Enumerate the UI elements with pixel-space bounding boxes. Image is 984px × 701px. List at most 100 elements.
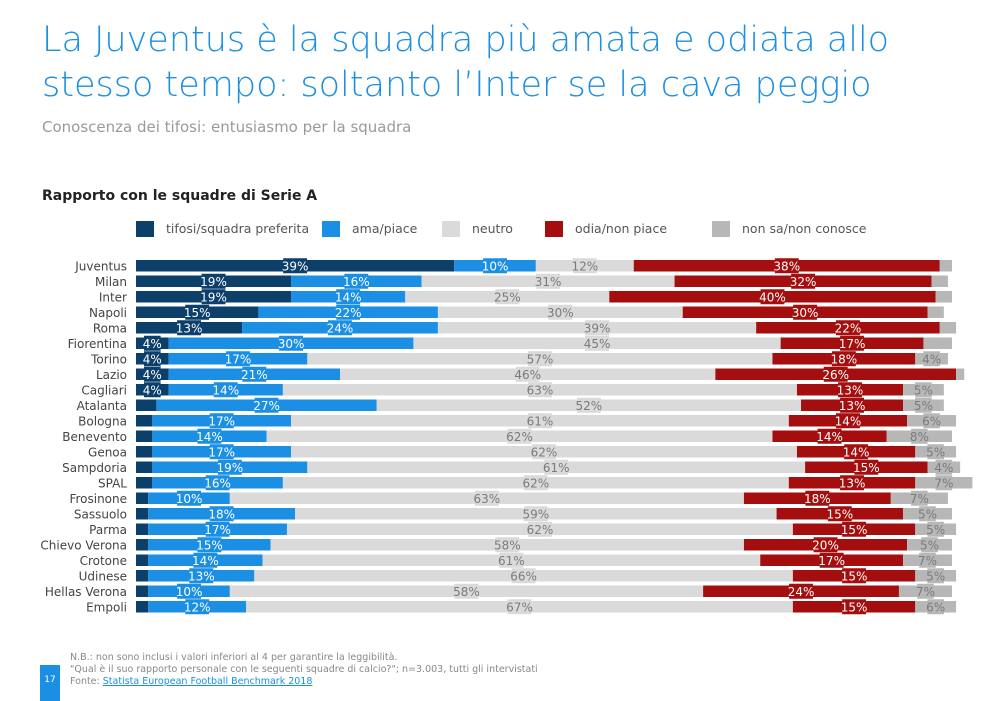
data-label-bg-fiorentina-neutro: [585, 335, 609, 351]
data-label-bg-hellas-verona-neutro: [454, 583, 479, 599]
data-label-sassuolo-odia-non-piace: 15%: [826, 507, 853, 521]
category-label-chievo-verona: Chievo Verona: [40, 538, 127, 552]
data-label-atalanta-non-sa-non-conosce: 5%: [914, 399, 933, 413]
data-label-bg-fiorentina-ama-piace: [279, 335, 303, 351]
data-label-spal-ama-piace: 16%: [204, 476, 231, 490]
data-label-bg-roma-ama-piace: [328, 320, 352, 336]
data-label-udinese-odia-non-piace: 15%: [841, 569, 868, 583]
data-label-bologna-ama-piace: 17%: [208, 414, 235, 428]
category-label-roma: Roma: [93, 321, 127, 335]
data-label-frosinone-non-sa-non-conosce: 7%: [910, 492, 929, 506]
data-label-bg-benevento-neutro: [507, 428, 532, 444]
data-label-torino-odia-non-piace: 18%: [831, 352, 858, 366]
data-label-frosinone-odia-non-piace: 18%: [804, 492, 831, 506]
bar-segment-crotone-tifosi-squadra-preferita: [136, 554, 149, 566]
data-label-crotone-odia-non-piace: 17%: [818, 554, 845, 568]
data-label-atalanta-ama-piace: 27%: [253, 399, 280, 413]
category-label-atalanta: Atalanta: [77, 399, 127, 413]
data-label-lazio-tifosi-squadra-preferita: 4%: [143, 368, 162, 382]
data-label-bg-benevento-odia-non-piace: [817, 428, 842, 444]
data-label-bg-frosinone-odia-non-piace: [805, 490, 830, 506]
data-label-sampdoria-odia-non-piace: 15%: [853, 461, 880, 475]
data-label-frosinone-ama-piace: 10%: [176, 492, 203, 506]
data-label-crotone-ama-piace: 14%: [192, 554, 219, 568]
data-label-hellas-verona-neutro: 58%: [453, 585, 480, 599]
data-label-empoli-ama-piace: 12%: [184, 600, 211, 614]
data-label-bg-atalanta-non-sa-non-conosce: [915, 397, 932, 413]
footer: N.B.: non sono inclusi i valori inferior…: [70, 652, 538, 688]
bar-segment-genoa-tifosi-squadra-preferita: [136, 446, 153, 458]
data-label-hellas-verona-ama-piace: 10%: [176, 585, 203, 599]
source-link[interactable]: Statista European Football Benchmark 201…: [102, 676, 313, 687]
data-label-bg-lazio-ama-piace: [242, 366, 267, 382]
bar-segment-milan-non-sa-non-conosce: [931, 275, 948, 287]
legend-swatch-neutro: [442, 221, 460, 237]
legend-swatch-tifosi: [136, 221, 154, 237]
data-label-bg-empoli-odia-non-piace: [842, 599, 867, 615]
stacked-bar-chart: Juventus 39% 10% 12% 38%Milan 19% 16% 31% 32%Int…: [40, 258, 973, 615]
data-label-bg-milan-neutro: [536, 273, 561, 289]
data-label-bg-crotone-odia-non-piace: [819, 552, 844, 568]
data-label-bg-torino-ama-piace: [226, 351, 250, 367]
legend-swatch-nonsa: [712, 221, 730, 237]
data-label-genoa-neutro: 62%: [531, 445, 558, 459]
bar-segment-frosinone-tifosi-squadra-preferita: [136, 492, 149, 504]
data-label-roma-odia-non-piace: 22%: [835, 321, 862, 335]
legend-label-neutro: neutro: [472, 221, 513, 236]
data-label-bg-sampdoria-neutro: [544, 459, 569, 475]
data-label-bg-spal-odia-non-piace: [840, 475, 864, 491]
data-label-bg-sampdoria-odia-non-piace: [854, 459, 879, 475]
data-label-napoli-ama-piace: 22%: [335, 306, 362, 320]
data-label-bg-chievo-verona-neutro: [495, 537, 520, 553]
bar-segment-napoli-non-sa-non-conosce: [927, 306, 944, 318]
data-label-bg-chievo-verona-ama-piace: [197, 537, 222, 553]
data-label-bg-bologna-ama-piace: [209, 413, 234, 429]
data-label-bg-sassuolo-odia-non-piace: [827, 506, 852, 522]
data-label-inter-neutro: 25%: [494, 290, 521, 304]
data-label-parma-odia-non-piace: 15%: [841, 523, 868, 537]
data-label-bg-torino-non-sa-non-conosce: [923, 351, 940, 367]
bar-segment-fiorentina-non-sa-non-conosce: [923, 337, 952, 349]
data-label-bg-crotone-non-sa-non-conosce: [919, 552, 936, 568]
data-label-juventus-odia-non-piace: 38%: [773, 259, 800, 273]
category-label-sassuolo: Sassuolo: [74, 507, 127, 521]
data-label-benevento-ama-piace: 14%: [196, 430, 223, 444]
data-label-chievo-verona-neutro: 58%: [494, 538, 521, 552]
bar-segment-sassuolo-tifosi-squadra-preferita: [136, 508, 149, 520]
category-label-bologna: Bologna: [78, 414, 127, 428]
data-label-bg-atalanta-ama-piace: [254, 397, 279, 413]
data-label-inter-odia-non-piace: 40%: [759, 290, 786, 304]
data-label-bg-frosinone-non-sa-non-conosce: [911, 490, 928, 506]
page-number: 17: [40, 665, 60, 701]
data-label-bg-milan-ama-piace: [344, 273, 369, 289]
data-label-bg-crotone-ama-piace: [193, 552, 218, 568]
category-label-frosinone: Frosinone: [69, 492, 127, 506]
data-label-fiorentina-ama-piace: 30%: [278, 337, 305, 351]
data-label-bg-napoli-neutro: [548, 304, 573, 320]
data-label-empoli-odia-non-piace: 15%: [841, 600, 868, 614]
category-label-parma: Parma: [89, 523, 127, 537]
data-label-bg-sampdoria-ama-piace: [217, 459, 242, 475]
data-label-bg-sassuolo-neutro: [523, 506, 548, 522]
data-label-bg-sampdoria-non-sa-non-conosce: [935, 459, 953, 475]
data-label-bg-genoa-neutro: [532, 444, 556, 460]
data-label-bg-empoli-neutro: [507, 599, 532, 615]
category-label-empoli: Empoli: [86, 600, 127, 614]
data-label-bg-roma-tifosi-squadra-preferita: [177, 320, 201, 336]
data-label-bg-bologna-non-sa-non-conosce: [923, 413, 940, 429]
data-label-bg-roma-neutro: [585, 320, 609, 336]
data-label-benevento-neutro: 62%: [506, 430, 533, 444]
data-label-hellas-verona-non-sa-non-conosce: 7%: [916, 585, 935, 599]
data-label-parma-ama-piace: 17%: [204, 523, 231, 537]
category-label-milan: Milan: [95, 275, 127, 289]
data-label-bg-milan-tifosi-squadra-preferita: [201, 273, 226, 289]
data-label-bg-chievo-verona-odia-non-piace: [813, 537, 838, 553]
category-label-torino: Torino: [90, 352, 127, 366]
data-label-bologna-neutro: 61%: [527, 414, 554, 428]
data-label-bg-genoa-odia-non-piace: [844, 444, 869, 460]
data-label-sassuolo-ama-piace: 18%: [208, 507, 235, 521]
data-label-bg-lazio-odia-non-piace: [823, 366, 848, 382]
category-label-sampdoria: Sampdoria: [62, 461, 127, 475]
data-label-juventus-tifosi-squadra-preferita: 39%: [282, 259, 309, 273]
data-label-roma-ama-piace: 24%: [327, 321, 354, 335]
